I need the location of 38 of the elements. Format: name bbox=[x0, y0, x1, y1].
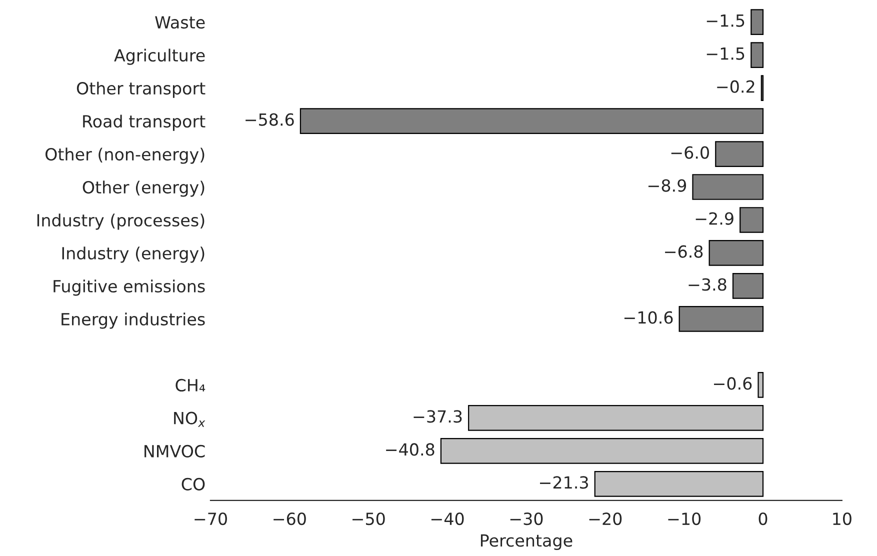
data-label: −58.6 bbox=[246, 113, 294, 126]
x-tick-label: −70 bbox=[194, 512, 227, 526]
x-tick-label: −40 bbox=[431, 512, 464, 526]
x-tick-label: −30 bbox=[510, 512, 543, 526]
y-tick-label: CO bbox=[182, 478, 205, 490]
y-tick-label: Industry (energy) bbox=[62, 246, 204, 263]
data-label: −1.5 bbox=[706, 14, 744, 27]
y-tick-label: Road transport bbox=[83, 114, 206, 131]
y-tick-label: Other (non-energy) bbox=[46, 148, 204, 164]
x-tick-label: −20 bbox=[589, 512, 622, 526]
data-label: −8.9 bbox=[648, 179, 686, 192]
data-label: −1.5 bbox=[706, 47, 744, 60]
x-tick-label: 0 bbox=[758, 512, 768, 526]
data-label: −0.2 bbox=[717, 80, 754, 93]
x-tick-label: −60 bbox=[274, 512, 306, 526]
x-axis-title: Percentage bbox=[480, 534, 572, 550]
y-tick-label: Fugitive emissions bbox=[54, 280, 205, 296]
data-label: −2.9 bbox=[696, 212, 734, 225]
data-label: −3.8 bbox=[688, 278, 726, 291]
y-tick-label: Industry (processes) bbox=[37, 214, 204, 230]
data-label: −0.6 bbox=[714, 377, 752, 390]
data-label: −6.0 bbox=[671, 146, 709, 159]
y-tick-label: NO$_{x}$ bbox=[174, 412, 206, 427]
data-label: −40.8 bbox=[386, 443, 434, 456]
y-tick-label: Waste bbox=[155, 16, 205, 29]
data-label: −10.6 bbox=[624, 311, 673, 324]
x-tick-label: −10 bbox=[668, 512, 701, 526]
y-tick-label: Other (energy) bbox=[82, 180, 204, 197]
x-tick-label: 10 bbox=[833, 512, 852, 526]
data-label: −21.3 bbox=[540, 476, 588, 489]
data-label: −37.3 bbox=[414, 410, 462, 423]
data-label: −6.8 bbox=[665, 245, 703, 258]
x-tick-label: −50 bbox=[352, 512, 385, 526]
y-tick-label: CH₄ bbox=[176, 378, 206, 392]
y-tick-label: Agriculture bbox=[114, 48, 205, 65]
y-tick-label: Energy industries bbox=[62, 312, 205, 329]
y-tick-label: NMVOC bbox=[144, 444, 205, 458]
y-tick-label: Other transport bbox=[76, 82, 206, 98]
